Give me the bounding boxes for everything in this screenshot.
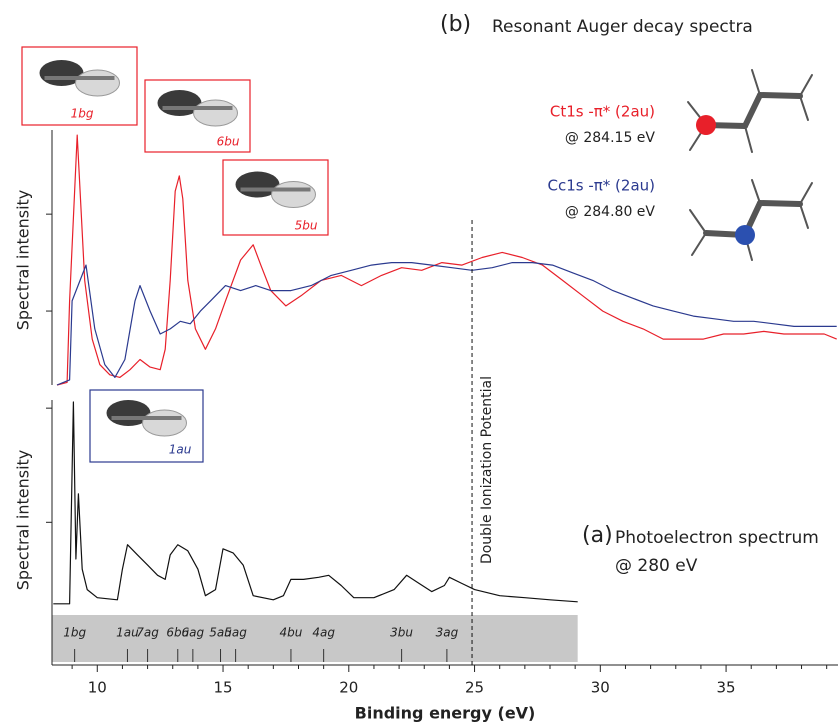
orbital-image-label: 6bu — [217, 135, 240, 149]
orbital-label: 7ag — [136, 626, 159, 640]
x-tick-label: 30 — [591, 679, 610, 697]
orbital-label: 5ag — [224, 626, 247, 640]
x-axis-label: Binding energy (eV) — [355, 704, 536, 723]
chart-title: Resonant Auger decay spectra — [492, 17, 753, 37]
orbital-lobe — [193, 99, 238, 127]
legend-label: Cc1s -π* (2au) — [547, 177, 655, 195]
orbital-label: 6ag — [182, 626, 205, 640]
legend-label: Ct1s -π* (2au) — [550, 103, 655, 121]
orbital-label: 5au — [209, 626, 232, 640]
orbital-label: 3ag — [436, 626, 459, 640]
x-tick-label: 15 — [213, 679, 232, 697]
x-tick-label: 10 — [88, 679, 107, 697]
dip-label: Double Ionization Potential — [479, 376, 495, 564]
legend-note: @ 284.15 eV — [565, 130, 656, 146]
spectrum-line — [53, 401, 578, 605]
atom-highlight — [696, 115, 716, 135]
panel-label: (a) — [582, 523, 613, 548]
atom-highlight — [735, 225, 755, 245]
orbital-image-label: 1bg — [71, 107, 94, 121]
x-tick-label: 35 — [717, 679, 736, 697]
orbital-label: 6bu — [166, 626, 189, 640]
y-axis-label: Spectral intensity — [14, 450, 33, 591]
orbital-image-label: 1au — [169, 443, 192, 457]
legend-note: @ 284.80 eV — [565, 204, 656, 220]
orbital-label: 4bu — [280, 626, 303, 640]
spectrum-line — [56, 262, 837, 386]
orbital-label: 1au — [116, 626, 139, 640]
chart-subtitle: @ 280 eV — [615, 556, 698, 576]
orbital-lobe — [271, 181, 316, 208]
orbital-lobe — [142, 409, 187, 437]
panel-label: (b) — [440, 12, 471, 37]
chart-title: Photoelectron spectrum — [615, 528, 819, 548]
x-tick-label: 20 — [339, 679, 358, 697]
orbital-label: 1bg — [63, 626, 86, 640]
orbital-image-label: 5bu — [295, 219, 318, 233]
spectrum-line — [56, 134, 837, 386]
x-tick-label: 25 — [465, 679, 484, 697]
y-axis-label: Spectral intensity — [14, 190, 33, 331]
orbital-label: 4ag — [312, 626, 335, 640]
orbital-lobe — [75, 69, 120, 97]
orbital-label: 3bu — [390, 626, 413, 640]
orbital-band — [52, 615, 578, 662]
